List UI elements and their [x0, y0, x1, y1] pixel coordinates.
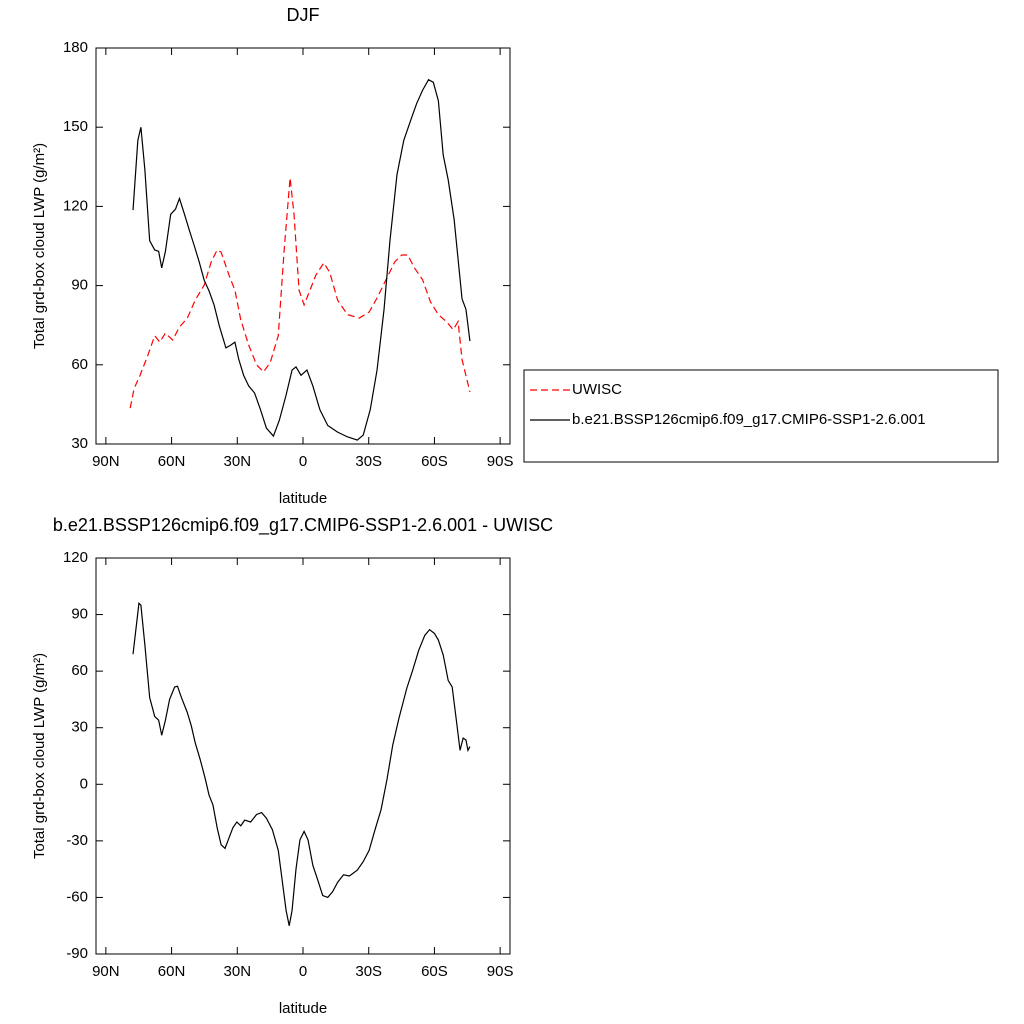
plot-frame: [95, 557, 511, 955]
y-tick-label: 60: [71, 356, 88, 373]
y-tick-label: 180: [63, 39, 88, 56]
y-tick-label: 120: [63, 549, 88, 566]
y-tick-label: 30: [71, 435, 88, 452]
x-tick-label: 30N: [224, 963, 252, 980]
x-tick-label: 90S: [487, 963, 514, 980]
plot-frame: [95, 47, 511, 445]
y-axis-label: Total grd-box cloud LWP (g/m²): [31, 653, 48, 859]
y-axis-label: Total grd-box cloud LWP (g/m²): [31, 143, 48, 349]
series-line: [129, 177, 471, 409]
y-tick-label: -60: [66, 888, 88, 905]
legend-label: b.e21.BSSP126cmip6.f09_g17.CMIP6-SSP1-2.…: [572, 411, 926, 428]
y-tick-label: 60: [71, 662, 88, 679]
x-tick-label: 30N: [224, 453, 252, 470]
x-tick-label: 30S: [355, 963, 382, 980]
x-axis-label: latitude: [279, 1000, 327, 1017]
y-tick-label: -90: [66, 945, 88, 962]
y-tick-label: 0: [80, 775, 88, 792]
x-tick-label: 30S: [355, 453, 382, 470]
x-tick-label: 60N: [158, 963, 186, 980]
chart-title: DJF: [287, 5, 320, 25]
x-tick-label: 90N: [92, 453, 120, 470]
y-tick-label: -30: [66, 832, 88, 849]
x-tick-label: 0: [299, 963, 307, 980]
series-line: [132, 78, 471, 441]
y-tick-label: 30: [71, 719, 88, 736]
x-tick-label: 90N: [92, 963, 120, 980]
x-tick-label: 60S: [421, 963, 448, 980]
x-axis-label: latitude: [279, 490, 327, 507]
legend-box: [523, 369, 999, 463]
series-line: [132, 601, 471, 926]
chart-title: b.e21.BSSP126cmip6.f09_g17.CMIP6-SSP1-2.…: [53, 515, 553, 536]
x-tick-label: 0: [299, 453, 307, 470]
x-tick-label: 90S: [487, 453, 514, 470]
y-tick-label: 150: [63, 118, 88, 135]
legend-label: UWISC: [572, 381, 622, 398]
x-tick-label: 60S: [421, 453, 448, 470]
x-tick-label: 60N: [158, 453, 186, 470]
y-tick-label: 120: [63, 197, 88, 214]
y-tick-label: 90: [71, 606, 88, 623]
y-tick-label: 90: [71, 277, 88, 294]
